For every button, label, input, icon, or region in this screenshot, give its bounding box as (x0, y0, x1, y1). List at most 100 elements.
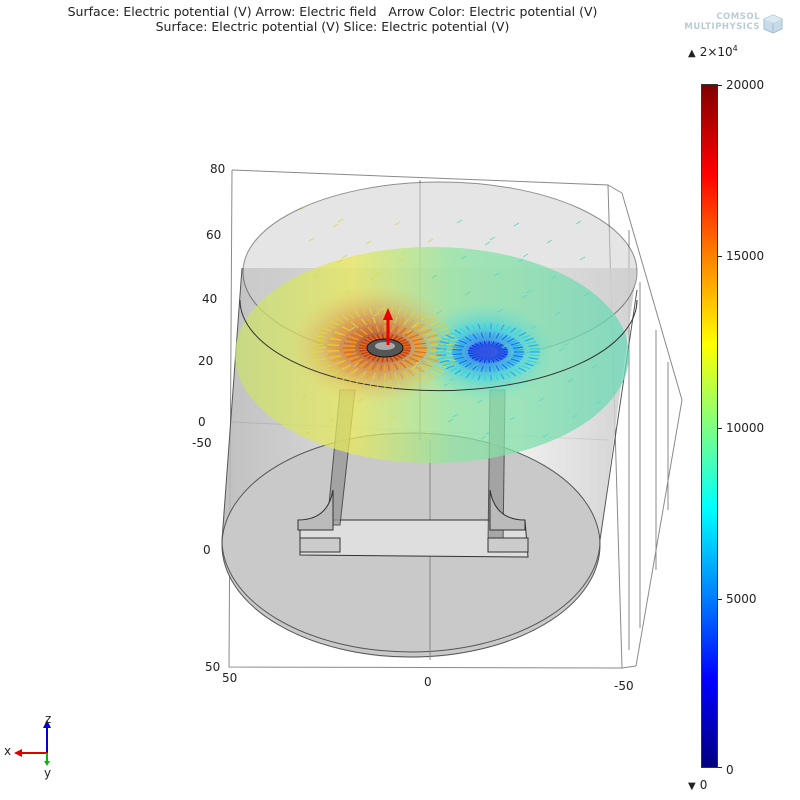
field-arrow (317, 361, 329, 365)
colorbar-tick: 5000 (726, 592, 757, 606)
field-arrow (427, 238, 434, 243)
field-arrow (350, 321, 359, 328)
field-arrow (359, 360, 368, 368)
field-arrow (426, 317, 435, 324)
field-arrow (430, 370, 441, 376)
field-arrow (402, 328, 411, 336)
field-arrow (435, 367, 446, 373)
field-arrow (357, 398, 364, 403)
field-arrow (369, 381, 373, 388)
field-arrow (300, 395, 307, 400)
field-arrow (445, 334, 455, 340)
field-arrow (413, 352, 426, 356)
field-arrow (489, 323, 492, 330)
field-arrow (308, 237, 315, 242)
field-arrow (542, 433, 549, 438)
field-arrow (366, 317, 372, 325)
z-axis-tick: 60 (206, 228, 222, 242)
field-arrow (530, 325, 537, 330)
field-arrow (314, 358, 327, 361)
field-arrow (415, 377, 423, 384)
field-arrow (346, 337, 358, 342)
field-arrow (591, 364, 598, 369)
field-arrow (521, 364, 531, 370)
colorbar (701, 84, 718, 768)
colorbar-min-label: 0 (699, 778, 708, 792)
field-arrow (409, 357, 420, 363)
field-arrow (341, 314, 349, 321)
field-arrow (353, 362, 360, 367)
field-arrow (546, 239, 553, 244)
field-arrow (442, 337, 452, 342)
field-arrow (513, 348, 524, 351)
field-arrow (505, 372, 511, 379)
field-arrow (356, 359, 366, 366)
field-arrow (454, 329, 462, 335)
field-arrow (394, 316, 398, 324)
field-arrow (376, 381, 379, 389)
colorbar-max: ▲ 2×104 (688, 44, 738, 59)
field-arrow (390, 325, 395, 333)
field-arrow (353, 358, 364, 365)
field-arrow (426, 357, 439, 362)
electrodes (366, 338, 504, 360)
field-arrow (498, 364, 504, 371)
cube-logo-icon (763, 14, 783, 34)
field-arrow (484, 241, 491, 246)
field-arrow (424, 360, 436, 365)
field-arrow (348, 355, 360, 361)
field-arrow (366, 371, 372, 379)
field-arrow (335, 317, 344, 324)
field-arrow (528, 344, 539, 347)
field-arrow (465, 325, 471, 332)
field-arrow (415, 312, 423, 319)
field-arrow (430, 320, 441, 326)
field-arrow (350, 357, 361, 363)
field-arrow (513, 222, 520, 227)
field-arrow (421, 314, 429, 321)
field-arrow (424, 331, 436, 336)
field-arrow (332, 223, 339, 228)
y-axis-tick: 0 (203, 543, 211, 557)
field-arrow (404, 330, 414, 337)
field-arrow (337, 218, 344, 223)
colorbar-max-label: 2×10 (699, 45, 733, 59)
field-arrow (329, 370, 340, 376)
field-arrow (464, 291, 471, 296)
field-arrow (454, 369, 462, 375)
field-arrow (493, 272, 500, 277)
field-arrow (571, 414, 578, 419)
field-arrow (347, 377, 355, 384)
field-arrow (595, 400, 602, 405)
field-arrow (456, 341, 466, 346)
field-arrow (414, 342, 427, 346)
field-arrow (334, 360, 346, 365)
field-arrow (394, 372, 398, 380)
field-arrow (500, 373, 505, 380)
field-arrow (443, 358, 456, 361)
field-arrow (554, 311, 561, 316)
field-arrow (412, 354, 424, 359)
field-arrow (343, 342, 356, 346)
colorbar-tick: 0 (726, 763, 734, 777)
field-arrow (390, 415, 397, 420)
triad-y-label: y (44, 766, 52, 780)
field-arrow (397, 308, 401, 315)
field-arrow (403, 318, 410, 326)
field-arrow (452, 348, 463, 351)
field-arrow (328, 352, 341, 356)
field-arrow (331, 334, 344, 339)
field-arrow (414, 350, 427, 354)
field-arrow (312, 273, 319, 278)
field-arrow (439, 340, 450, 345)
field-arrow (510, 358, 520, 363)
field-arrow (492, 332, 496, 339)
colorbar-tick: 15000 (726, 249, 765, 263)
field-arrow (403, 380, 409, 387)
field-arrow (372, 316, 376, 324)
field-arrow (504, 362, 512, 368)
field-arrow (526, 289, 533, 294)
field-arrow (583, 292, 590, 297)
field-arrow (341, 326, 352, 332)
